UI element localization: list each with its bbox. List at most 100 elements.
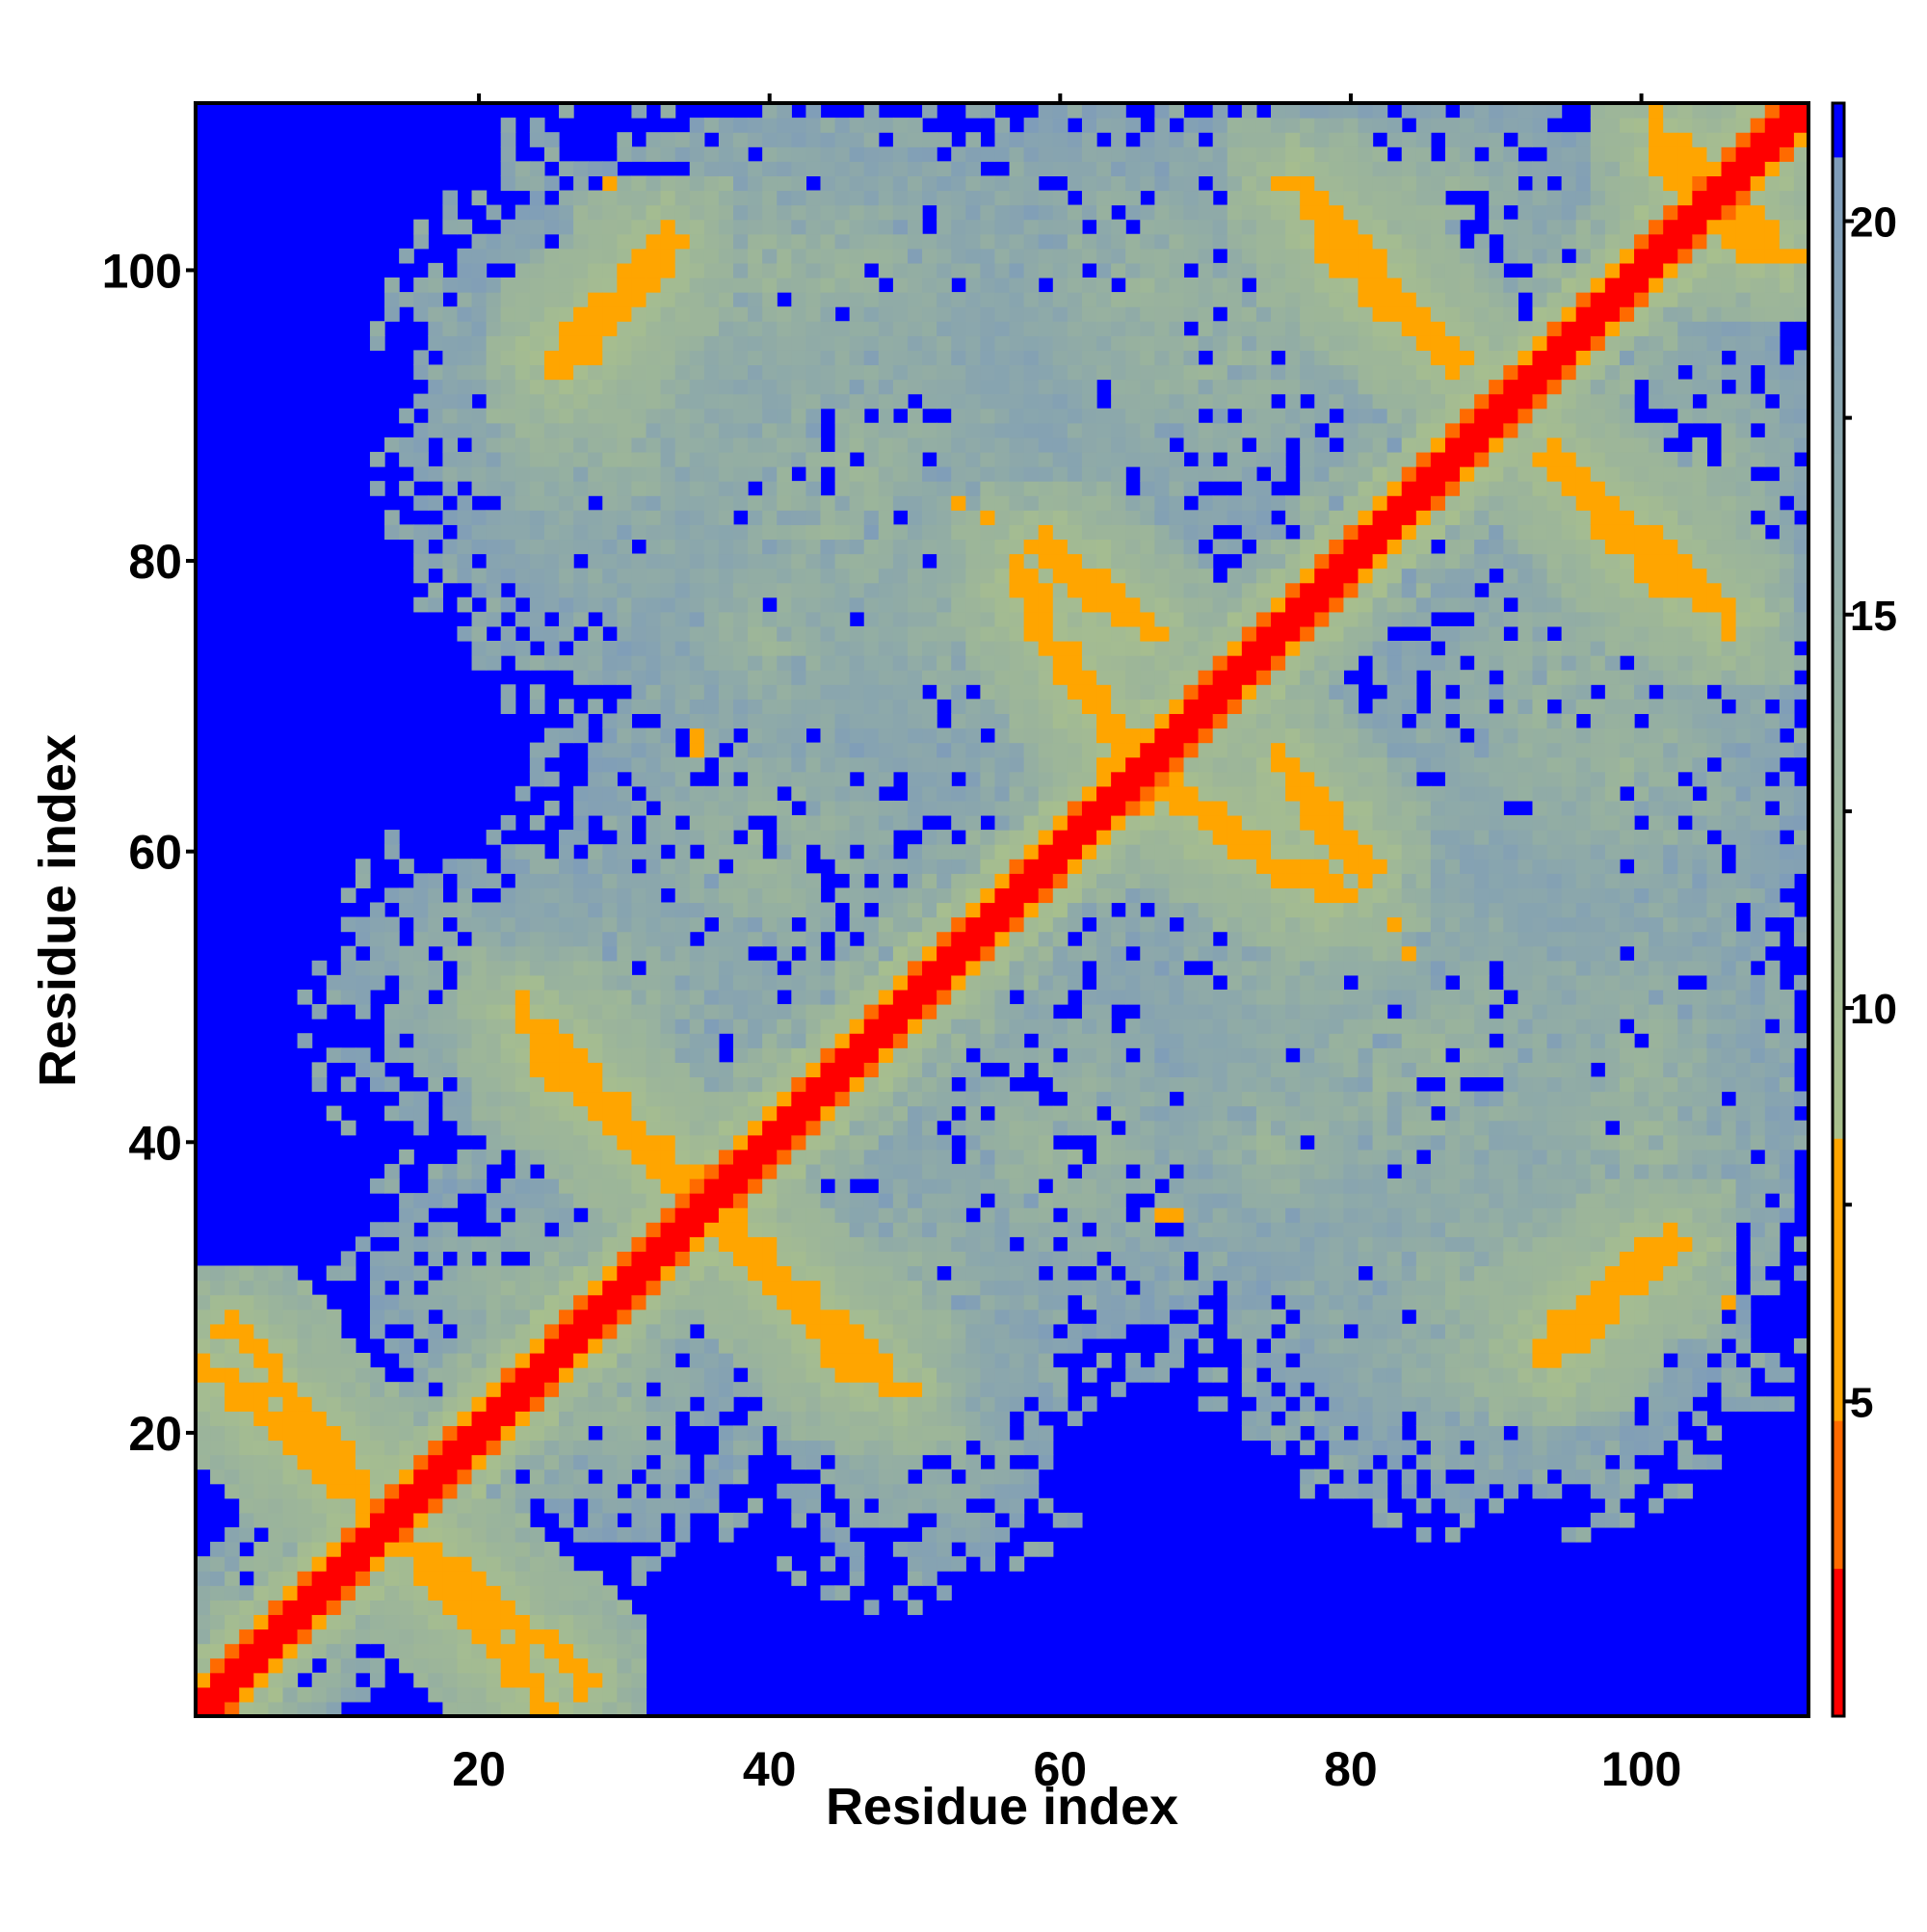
heatmap-cell <box>588 902 603 918</box>
heatmap-cell <box>602 1047 618 1063</box>
heatmap-cell <box>1009 830 1025 845</box>
heatmap-cell <box>834 1440 851 1456</box>
heatmap-cell <box>543 974 560 991</box>
heatmap-cell <box>965 1411 981 1426</box>
heatmap-cell <box>602 175 618 192</box>
heatmap-cell <box>457 379 473 395</box>
heatmap-cell <box>297 1454 313 1470</box>
heatmap-cell <box>892 1178 909 1194</box>
heatmap-cell <box>878 713 894 729</box>
heatmap-cell <box>689 785 705 802</box>
heatmap-cell <box>355 916 371 933</box>
heatmap-cell <box>849 699 865 714</box>
heatmap-cell <box>646 437 662 453</box>
heatmap-cell <box>311 1309 328 1325</box>
heatmap-cell <box>442 1440 459 1456</box>
heatmap-cell <box>646 204 662 221</box>
heatmap-cell <box>311 1411 328 1426</box>
heatmap-cell <box>559 1076 574 1093</box>
heatmap-cell <box>1081 204 1097 221</box>
heatmap-cell <box>791 568 806 584</box>
heatmap-cell <box>631 1091 647 1107</box>
heatmap-cell <box>515 1193 531 1208</box>
heatmap-cell <box>1038 596 1054 613</box>
heatmap-cell <box>980 1469 996 1485</box>
heatmap-cell <box>413 1643 429 1659</box>
heatmap-cell <box>849 190 865 206</box>
heatmap-cell <box>268 1526 284 1543</box>
heatmap-cell <box>631 1657 647 1674</box>
heatmap-cell <box>878 771 894 787</box>
heatmap-cell <box>631 1526 647 1543</box>
heatmap-cell <box>980 916 996 933</box>
heatmap-cell <box>965 190 981 206</box>
heatmap-cell <box>980 146 996 162</box>
heatmap-cell <box>834 219 851 235</box>
heatmap-cell <box>863 1076 880 1093</box>
heatmap-cell <box>951 655 966 671</box>
heatmap-cell <box>674 408 691 424</box>
heatmap-cell <box>718 1076 734 1093</box>
heatmap-cell <box>689 699 705 714</box>
heatmap-cell <box>674 1076 691 1093</box>
heatmap-cell <box>674 335 691 351</box>
heatmap-cell <box>1081 830 1097 845</box>
heatmap-cell <box>457 1411 473 1426</box>
heatmap-cell <box>791 1440 806 1456</box>
heatmap-cell <box>689 539 705 555</box>
heatmap-cell <box>777 219 792 235</box>
heatmap-cell <box>703 1120 720 1136</box>
heatmap-cell <box>937 1483 952 1499</box>
heatmap-cell <box>791 539 806 555</box>
heatmap-cell <box>529 190 545 206</box>
heatmap-cell <box>994 118 1011 133</box>
heatmap-cell <box>733 553 749 569</box>
heatmap-cell <box>515 1236 531 1252</box>
heatmap-cell <box>1067 1120 1083 1136</box>
heatmap-cell <box>413 292 429 307</box>
heatmap-cell <box>674 364 691 381</box>
heatmap-cell <box>384 1265 400 1282</box>
heatmap-cell <box>224 1672 240 1688</box>
heatmap-cell <box>907 553 923 569</box>
heatmap-cell <box>820 1309 836 1325</box>
heatmap-cell <box>1023 1542 1040 1557</box>
heatmap-cell <box>326 1411 342 1426</box>
heatmap-cell <box>980 1483 996 1499</box>
heatmap-cell <box>428 1004 443 1019</box>
heatmap-cell <box>1023 190 1040 206</box>
heatmap-cell <box>951 1425 966 1442</box>
heatmap-cell <box>718 1149 734 1165</box>
heatmap-cell <box>602 437 618 453</box>
heatmap-cell <box>588 1585 603 1601</box>
heatmap-cell <box>951 960 966 976</box>
heatmap-cell <box>486 1556 502 1572</box>
heatmap-cell <box>907 408 923 424</box>
heatmap-cell <box>588 1571 603 1586</box>
heatmap-cell <box>602 1497 618 1514</box>
heatmap-cell <box>892 945 909 962</box>
heatmap-cell <box>849 1251 865 1267</box>
heatmap-cell <box>573 408 589 424</box>
heatmap-cell <box>1081 887 1097 904</box>
heatmap-cell <box>834 974 851 991</box>
heatmap-cell <box>922 190 937 206</box>
heatmap-cell <box>892 1309 909 1325</box>
heatmap-cell <box>529 1091 545 1107</box>
heatmap-cell <box>834 1149 851 1165</box>
heatmap-cell <box>543 859 560 874</box>
heatmap-cell <box>777 756 792 773</box>
heatmap-cell <box>602 379 618 395</box>
heatmap-cell <box>515 1337 531 1354</box>
heatmap-cell <box>689 1047 705 1063</box>
heatmap-cell <box>340 1643 356 1659</box>
heatmap-cell <box>703 902 720 918</box>
heatmap-cell <box>543 1105 560 1122</box>
heatmap-cell <box>1009 1367 1025 1383</box>
heatmap-cell <box>646 510 662 525</box>
heatmap-cell <box>965 1542 981 1557</box>
heatmap-cell <box>922 1178 937 1194</box>
heatmap-cell <box>922 582 937 598</box>
heatmap-cell <box>1052 989 1069 1005</box>
heatmap-cell <box>311 1396 328 1412</box>
